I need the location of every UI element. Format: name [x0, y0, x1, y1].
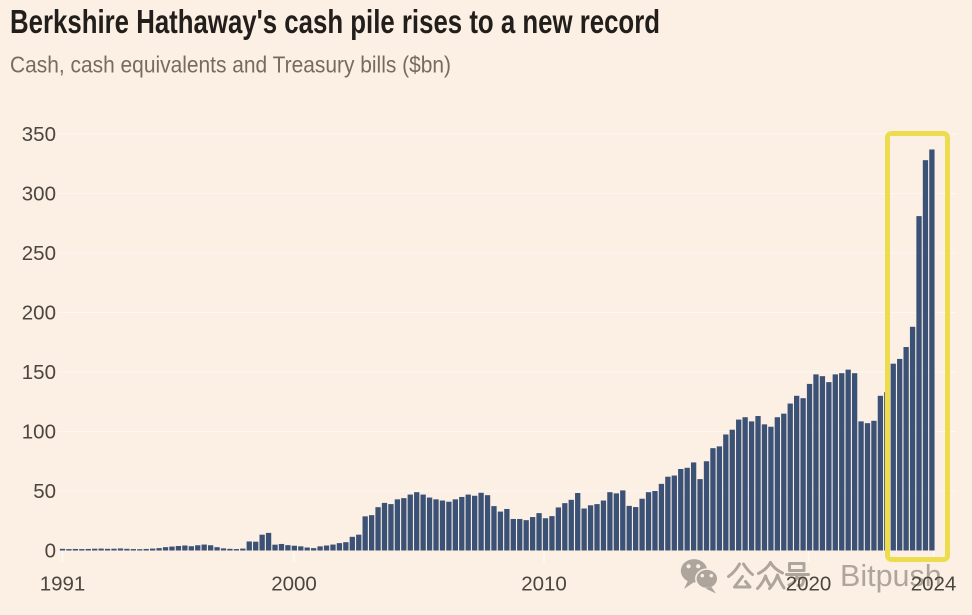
svg-text:200: 200 [22, 302, 56, 325]
svg-text:250: 250 [22, 242, 56, 265]
svg-text:350: 350 [22, 123, 56, 146]
svg-text:0: 0 [45, 540, 56, 563]
svg-text:2020: 2020 [786, 573, 832, 596]
svg-text:100: 100 [22, 421, 56, 444]
svg-text:150: 150 [22, 361, 56, 384]
svg-text:Berkshire Hathaway's cash pile: Berkshire Hathaway's cash pile rises to … [10, 3, 660, 40]
svg-text:2010: 2010 [521, 573, 567, 596]
svg-text:2000: 2000 [271, 573, 317, 596]
svg-text:2024: 2024 [911, 573, 957, 596]
svg-text:50: 50 [33, 480, 56, 503]
svg-text:300: 300 [22, 183, 56, 206]
svg-text:Bitpush: Bitpush [840, 559, 942, 593]
svg-text:Cash, cash equivalents and Tre: Cash, cash equivalents and Treasury bill… [10, 52, 451, 78]
svg-text:1991: 1991 [40, 573, 86, 596]
